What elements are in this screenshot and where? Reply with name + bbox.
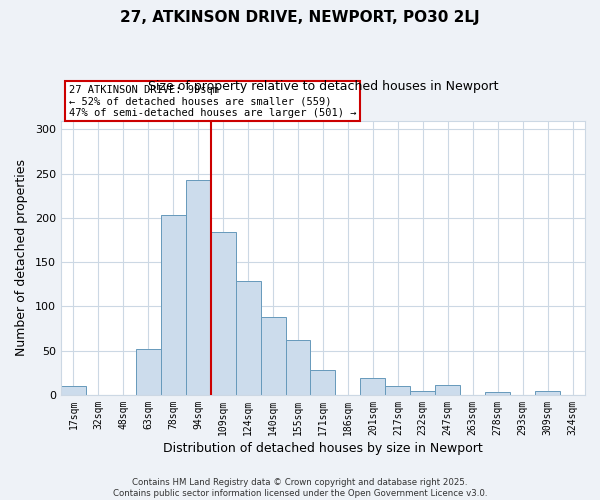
- Y-axis label: Number of detached properties: Number of detached properties: [15, 159, 28, 356]
- Bar: [286, 340, 310, 395]
- Text: 27 ATKINSON DRIVE: 99sqm
← 52% of detached houses are smaller (559)
47% of semi-: 27 ATKINSON DRIVE: 99sqm ← 52% of detach…: [69, 84, 356, 118]
- Bar: [211, 232, 236, 395]
- Bar: [410, 390, 435, 395]
- Bar: [310, 370, 335, 395]
- Bar: [61, 386, 86, 395]
- Bar: [385, 386, 410, 395]
- Bar: [435, 385, 460, 395]
- Bar: [260, 317, 286, 395]
- Bar: [236, 281, 260, 395]
- Bar: [485, 392, 510, 395]
- Text: Contains HM Land Registry data © Crown copyright and database right 2025.
Contai: Contains HM Land Registry data © Crown c…: [113, 478, 487, 498]
- Bar: [361, 378, 385, 395]
- Bar: [535, 390, 560, 395]
- Bar: [186, 180, 211, 395]
- X-axis label: Distribution of detached houses by size in Newport: Distribution of detached houses by size …: [163, 442, 483, 455]
- Text: 27, ATKINSON DRIVE, NEWPORT, PO30 2LJ: 27, ATKINSON DRIVE, NEWPORT, PO30 2LJ: [120, 10, 480, 25]
- Title: Size of property relative to detached houses in Newport: Size of property relative to detached ho…: [148, 80, 498, 93]
- Bar: [136, 349, 161, 395]
- Bar: [161, 216, 186, 395]
